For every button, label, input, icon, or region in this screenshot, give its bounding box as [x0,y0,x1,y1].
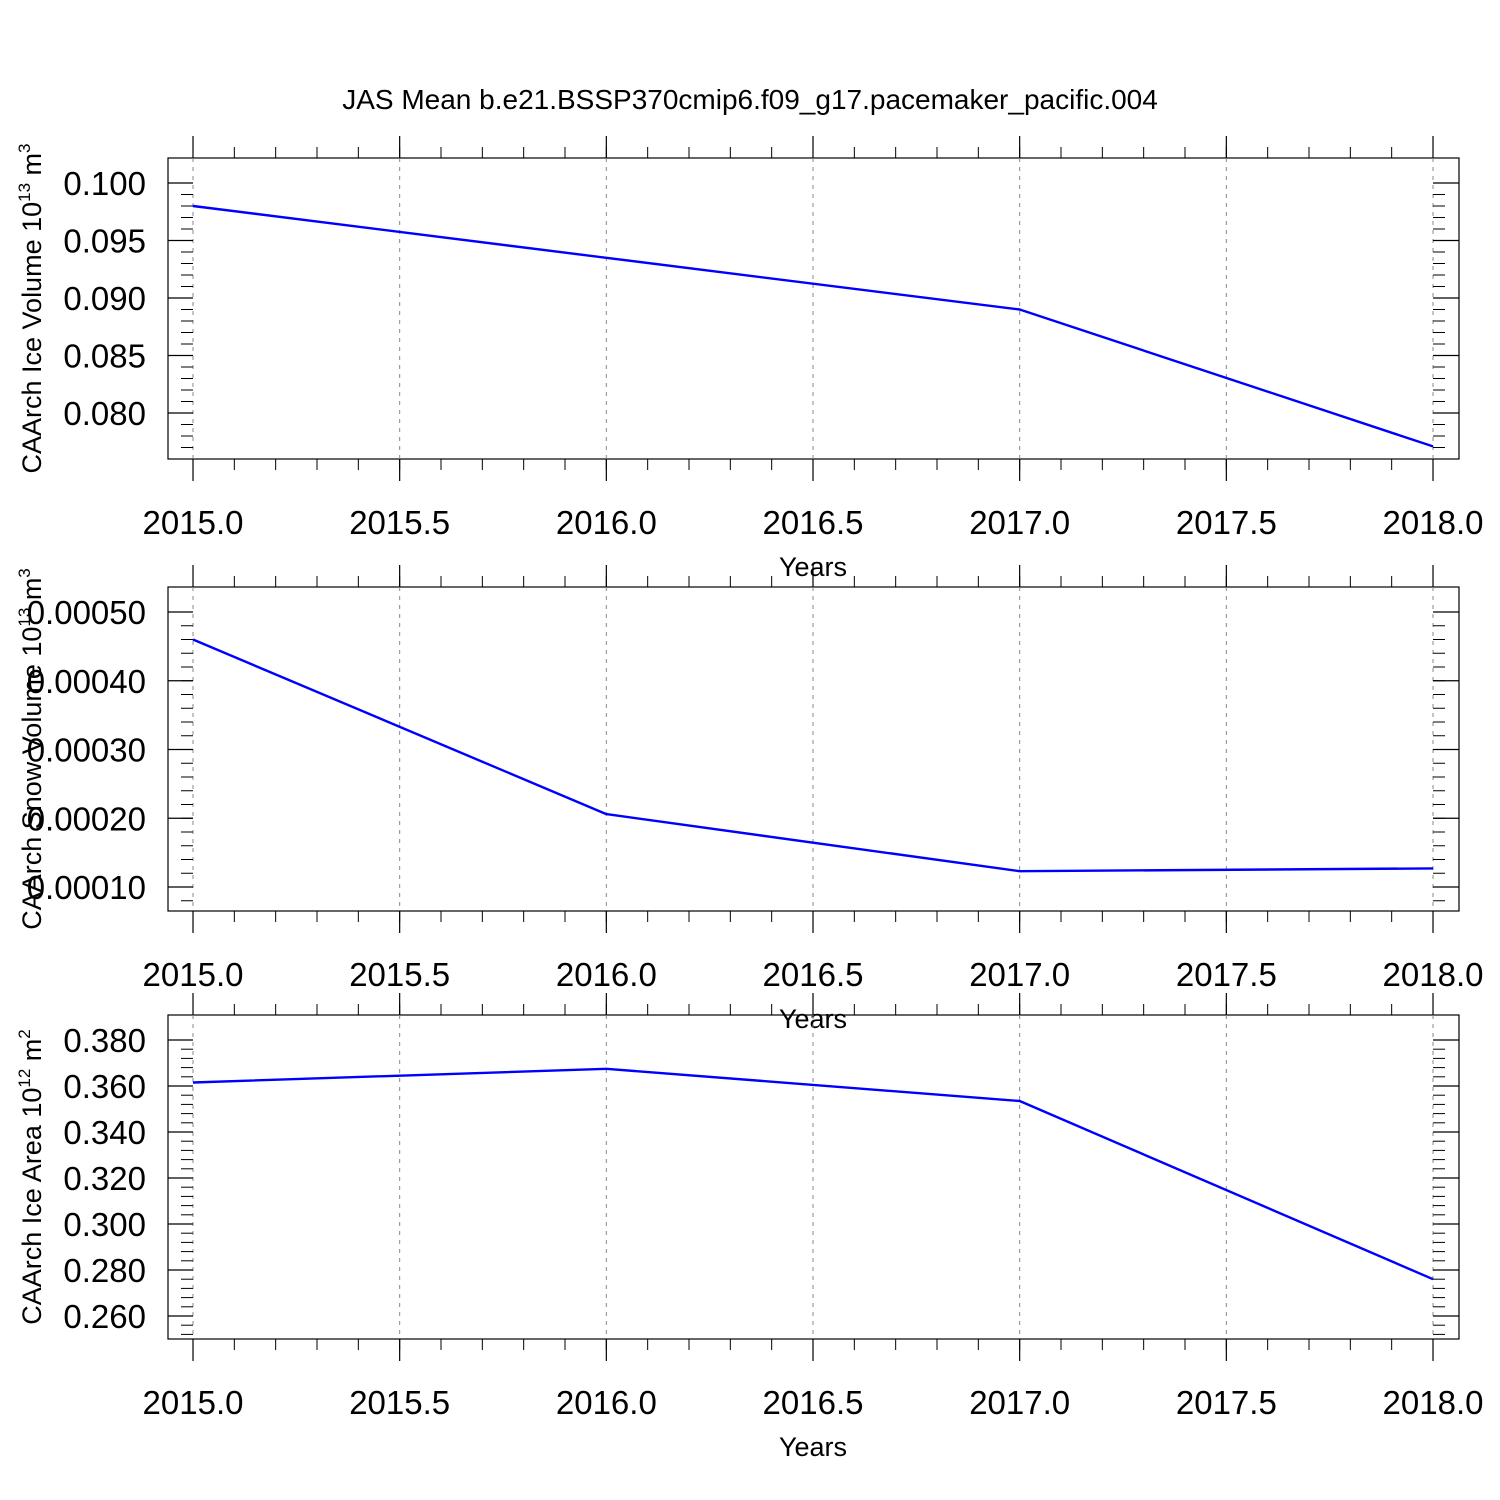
chart-panel-1: 0.100 0.095 0.090 0.085 0.080 2015.0 2015.5 201… [15,136,1483,582]
x-tick-label: 2016.0 [556,504,657,541]
y-tick-label: 0.095 [63,223,146,260]
x-tick-label: 2017.5 [1176,1384,1277,1421]
y-axis-title: CAArch Snow Volume 1013 m3 [15,568,47,930]
x-axis-title: Years [779,1432,847,1462]
chart-panel-2: 0.00050 0.00040 0.00030 0.00020 0.00010 2015.… [15,565,1483,1034]
y-tick-label: 0.380 [63,1022,146,1059]
x-tick-label: 2016.5 [763,956,864,993]
x-tick-label: 2016.5 [763,1384,864,1421]
y-tick-label: 0.300 [63,1206,146,1243]
y-axis-title: CAArch Ice Area 1012 m2 [15,1029,47,1325]
x-tick-label: 2015.0 [143,504,244,541]
x-tick-label: 2017.0 [969,504,1070,541]
y-tick-label: 0.260 [63,1298,146,1335]
x-tick-label: 2017.0 [969,956,1070,993]
y-tick-label: 0.00030 [27,732,146,769]
y-tick-label: 0.090 [63,280,146,317]
x-tick-label: 2017.0 [969,1384,1070,1421]
y-tick-label: 0.100 [63,165,146,202]
y-tick-label: 0.360 [63,1068,146,1105]
x-tick-label: 2015.0 [143,956,244,993]
series-line [192,204,1434,448]
x-tick-label: 2018.0 [1383,504,1484,541]
y-tick-label: 0.280 [63,1252,146,1289]
x-tick-label: 2015.5 [349,504,450,541]
x-tick-label: 2017.5 [1176,504,1277,541]
x-tick-label: 2018.0 [1383,1384,1484,1421]
y-tick-label: 0.00010 [27,869,146,906]
series-line [192,638,1434,873]
y-tick-label: 0.00040 [27,663,146,700]
x-tick-label: 2017.5 [1176,956,1277,993]
series-line [192,1067,1434,1281]
x-tick-label: 2016.5 [763,504,864,541]
y-tick-label: 0.00050 [27,594,146,631]
y-axis-title: CAArch Ice Volume 1013 m3 [15,143,47,473]
x-tick-label: 2015.0 [143,1384,244,1421]
y-tick-label: 0.085 [63,338,146,375]
x-tick-label: 2018.0 [1383,956,1484,993]
x-tick-label: 2015.5 [349,1384,450,1421]
y-tick-label: 0.340 [63,1114,146,1151]
y-tick-label: 0.320 [63,1160,146,1197]
x-tick-label: 2016.0 [556,956,657,993]
y-tick-label: 0.080 [63,395,146,432]
x-tick-label: 2015.5 [349,956,450,993]
chart-title: JAS Mean b.e21.BSSP370cmip6.f09_g17.pace… [342,84,1158,115]
chart-panel-3: 0.380 0.360 0.340 0.320 0.300 0.280 0.260 2015.… [15,993,1483,1462]
y-tick-label: 0.00020 [27,800,146,837]
x-tick-label: 2016.0 [556,1384,657,1421]
